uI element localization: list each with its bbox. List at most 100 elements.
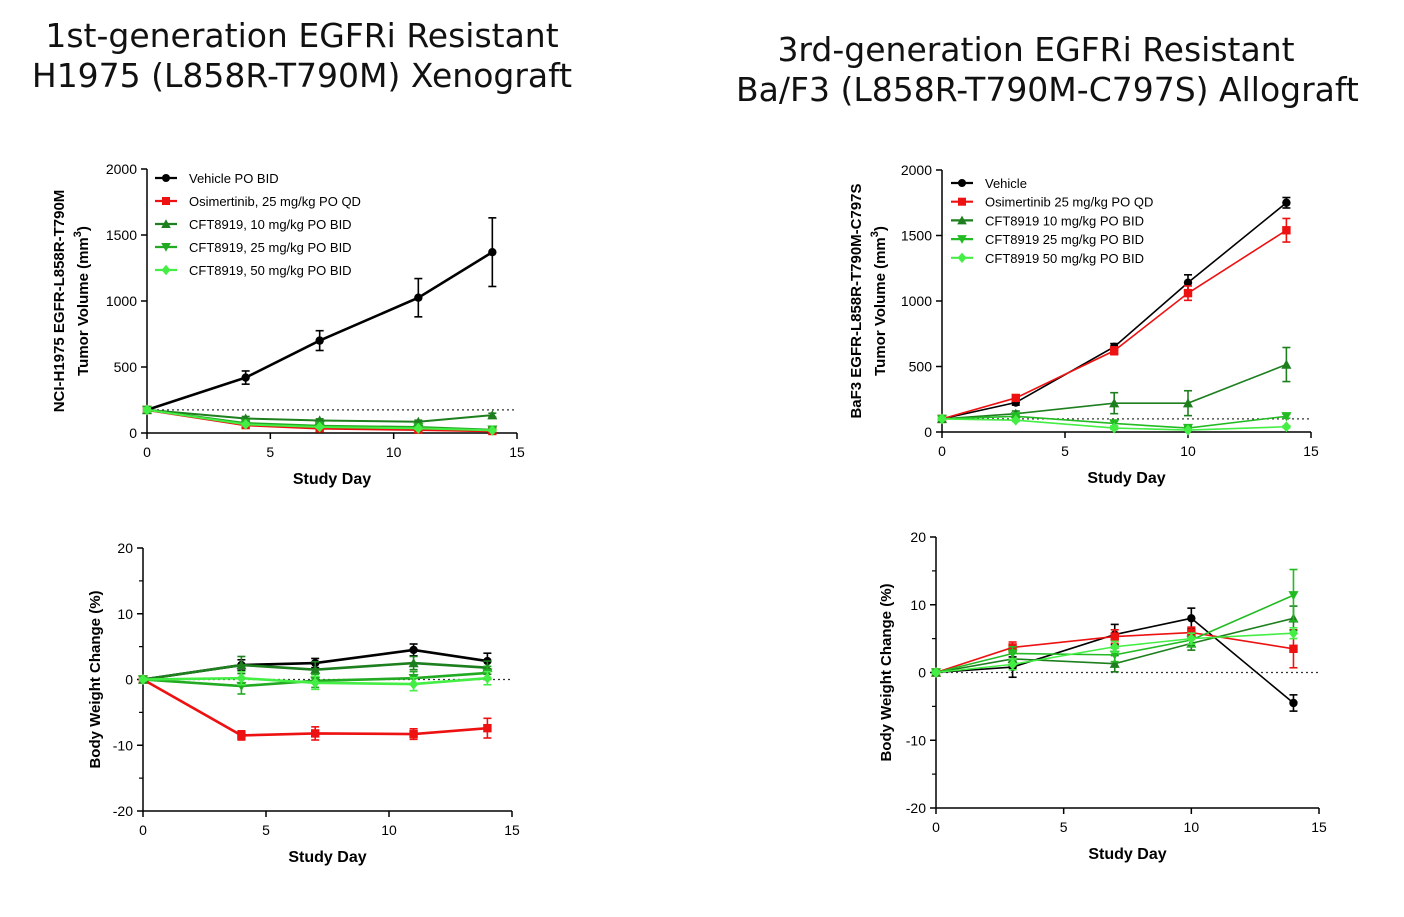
y-axis-title-superscript: 3 xyxy=(72,231,84,237)
data-point xyxy=(1289,698,1298,708)
x-tick-label: 15 xyxy=(1303,443,1319,459)
series-4 xyxy=(937,413,1292,436)
data-point xyxy=(409,645,418,655)
data-point xyxy=(237,731,246,740)
data-point xyxy=(1011,393,1020,403)
series-4 xyxy=(138,670,493,692)
data-point xyxy=(414,293,423,302)
y-tick-label: 500 xyxy=(909,359,933,375)
legend-label: CFT8919, 10 mg/kg PO BID xyxy=(189,217,352,232)
x-tick-label: 5 xyxy=(1060,819,1068,835)
data-point xyxy=(241,418,251,430)
data-point xyxy=(310,664,321,674)
y-tick-label: 10 xyxy=(910,597,926,613)
y-tick-label: -10 xyxy=(113,737,133,753)
legend-marker xyxy=(162,174,170,182)
data-point xyxy=(483,723,492,733)
x-tick-label: 5 xyxy=(1061,443,1069,459)
data-point xyxy=(1281,359,1292,369)
y-axis-title-line2: Tumor Volume (mm3) xyxy=(72,226,92,376)
data-point xyxy=(1011,414,1021,426)
legend-label: CFT8919 25 mg/kg PO BID xyxy=(985,232,1144,247)
data-point xyxy=(311,729,320,738)
y-tick-label: 0 xyxy=(129,425,137,441)
data-point xyxy=(937,413,947,425)
data-point xyxy=(1109,658,1120,668)
data-point xyxy=(315,421,325,433)
y-tick-label: 500 xyxy=(114,359,138,375)
x-tick-label: 0 xyxy=(143,444,151,460)
legend-label: Vehicle xyxy=(985,176,1027,191)
data-point xyxy=(1281,421,1292,433)
legend-label: CFT8919, 25 mg/kg PO BID xyxy=(189,240,352,255)
data-point xyxy=(1109,422,1119,434)
x-tick-label: 10 xyxy=(386,444,402,460)
y-tick-label: 20 xyxy=(117,540,133,556)
y-tick-label: -10 xyxy=(906,732,926,748)
data-point xyxy=(1183,288,1193,298)
right-panel-title-line1: 3rd-generation EGFRi Resistant xyxy=(777,30,1295,69)
legend-marker xyxy=(161,264,171,276)
x-axis-title: Study Day xyxy=(1087,470,1165,487)
y-axis-title: Body Weight Change (%) xyxy=(87,590,104,768)
data-point xyxy=(1110,632,1119,641)
data-point xyxy=(1282,198,1291,207)
x-tick-label: 15 xyxy=(509,444,525,460)
y-tick-label: 1000 xyxy=(106,293,137,309)
left-panel-title: 1st-generation EGFRi Resistant H1975 (L8… xyxy=(0,16,604,96)
y-tick-label: 2000 xyxy=(106,161,137,177)
data-point xyxy=(1110,346,1119,355)
x-tick-label: 10 xyxy=(1180,443,1196,459)
y-tick-label: 10 xyxy=(117,606,133,622)
x-tick-label: 0 xyxy=(139,822,147,838)
data-point xyxy=(1182,398,1194,408)
data-point xyxy=(1289,644,1298,653)
x-axis-title: Study Day xyxy=(293,471,371,488)
x-tick-label: 15 xyxy=(1311,819,1327,835)
data-point xyxy=(1186,633,1196,645)
legend-marker xyxy=(161,243,171,252)
x-tick-label: 5 xyxy=(266,444,274,460)
legend-label: Osimertinib 25 mg/kg PO QD xyxy=(985,195,1153,210)
data-point xyxy=(409,729,418,739)
x-tick-label: 10 xyxy=(381,822,397,838)
legend-label: CFT8919 10 mg/kg PO BID xyxy=(985,213,1144,228)
y-tick-label: 1500 xyxy=(901,228,932,244)
x-tick-label: 5 xyxy=(262,822,270,838)
y-axis-title-superscript: 3 xyxy=(869,231,881,237)
data-point xyxy=(1183,424,1193,436)
legend-label: CFT8919 50 mg/kg PO BID xyxy=(985,251,1144,266)
left-panel-title-line2: H1975 (L858R-T790M) Xenograft xyxy=(31,56,573,95)
data-point xyxy=(488,247,497,257)
data-point xyxy=(413,422,423,434)
y-axis-title-close: ) xyxy=(872,226,889,231)
x-tick-label: 15 xyxy=(504,822,520,838)
data-point xyxy=(1288,627,1299,639)
data-point xyxy=(236,672,247,684)
y-tick-label: 0 xyxy=(918,665,926,681)
data-point xyxy=(1282,226,1291,235)
data-point xyxy=(138,674,148,685)
data-point xyxy=(487,424,497,436)
data-point xyxy=(408,678,419,690)
data-point xyxy=(1007,658,1018,670)
series-1 xyxy=(138,675,492,741)
y-axis-title-line2: Tumor Volume (mm3) xyxy=(869,226,889,376)
data-point xyxy=(931,667,941,678)
data-point xyxy=(1110,641,1120,653)
data-point xyxy=(142,404,152,416)
right-panel-title-line2: Ba/F3 (L858R-T790M-C797S) Allograft xyxy=(736,70,1359,109)
data-point xyxy=(1109,398,1120,408)
y-axis-title-text: Tumor Volume (mm xyxy=(75,237,92,376)
data-point xyxy=(408,658,419,668)
legend-marker xyxy=(958,179,966,187)
legend-label: Vehicle PO BID xyxy=(189,171,279,186)
data-point xyxy=(1007,649,1018,659)
legend-marker xyxy=(957,215,967,225)
y-tick-label: -20 xyxy=(906,800,926,816)
data-point xyxy=(310,677,320,689)
